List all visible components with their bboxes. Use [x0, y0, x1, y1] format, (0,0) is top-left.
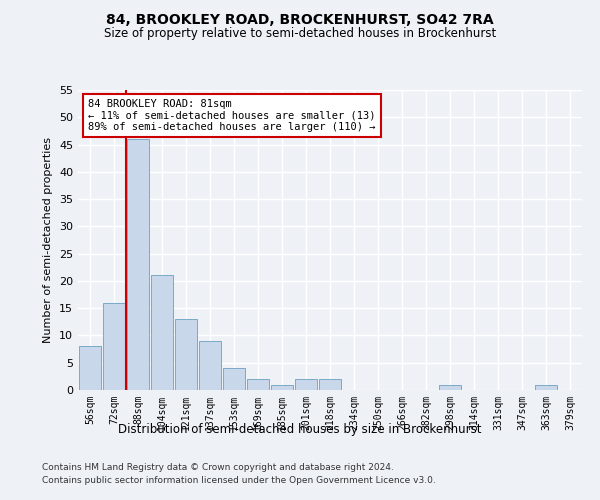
Bar — [223, 368, 245, 390]
Bar — [535, 384, 557, 390]
Text: Contains HM Land Registry data © Crown copyright and database right 2024.: Contains HM Land Registry data © Crown c… — [42, 462, 394, 471]
Bar — [295, 379, 317, 390]
Bar — [247, 379, 269, 390]
Y-axis label: Number of semi-detached properties: Number of semi-detached properties — [43, 137, 53, 343]
Bar — [319, 379, 341, 390]
Text: Distribution of semi-detached houses by size in Brockenhurst: Distribution of semi-detached houses by … — [118, 422, 482, 436]
Bar — [127, 139, 149, 390]
Bar — [79, 346, 101, 390]
Bar — [199, 341, 221, 390]
Bar — [103, 302, 125, 390]
Bar — [175, 319, 197, 390]
Bar — [439, 384, 461, 390]
Bar — [151, 276, 173, 390]
Text: Size of property relative to semi-detached houses in Brockenhurst: Size of property relative to semi-detach… — [104, 28, 496, 40]
Text: 84 BROOKLEY ROAD: 81sqm
← 11% of semi-detached houses are smaller (13)
89% of se: 84 BROOKLEY ROAD: 81sqm ← 11% of semi-de… — [88, 99, 376, 132]
Bar — [271, 384, 293, 390]
Text: 84, BROOKLEY ROAD, BROCKENHURST, SO42 7RA: 84, BROOKLEY ROAD, BROCKENHURST, SO42 7R… — [106, 12, 494, 26]
Text: Contains public sector information licensed under the Open Government Licence v3: Contains public sector information licen… — [42, 476, 436, 485]
